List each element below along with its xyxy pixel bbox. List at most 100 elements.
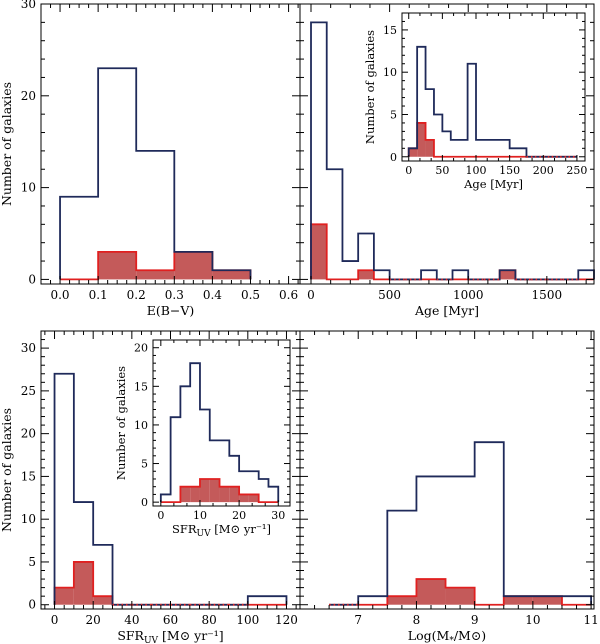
plot-area bbox=[41, 4, 300, 284]
y-tick-label: 5 bbox=[141, 458, 148, 471]
bar-subsample bbox=[209, 478, 220, 503]
x-axis-label-sub: UV bbox=[197, 529, 212, 539]
x-tick-label: 100 bbox=[466, 164, 487, 177]
x-tick-label: 0 bbox=[405, 164, 412, 177]
panel-age-inset: 0 50 100 150 200 250 0 5 10 15 Age [Myr] Number of … bbox=[363, 12, 587, 191]
plot-area bbox=[153, 340, 290, 506]
x-tick-label: 0.1 bbox=[89, 288, 108, 302]
x-axis-label: Log(M*/M⊙) bbox=[408, 628, 486, 644]
series-line-all bbox=[159, 362, 280, 503]
x-axis-label-main: Log(M bbox=[408, 628, 450, 643]
y-tick-label: 15 bbox=[21, 469, 36, 483]
series-line-subsample bbox=[160, 478, 279, 504]
bar-subsample bbox=[73, 561, 94, 605]
x-tick-label: 0.6 bbox=[279, 288, 298, 302]
axes-frame bbox=[299, 330, 595, 610]
x-tick-label: 20 bbox=[86, 613, 101, 627]
y-tick-label: 20 bbox=[134, 342, 148, 355]
x-axis-label-main: SFR bbox=[117, 628, 144, 643]
y-tick-label: 15 bbox=[383, 24, 397, 37]
y-tick-label: 5 bbox=[390, 108, 397, 121]
x-axis-label-sub: * bbox=[449, 636, 454, 644]
x-tick-label: 50 bbox=[435, 164, 449, 177]
x-tick-label: 0 bbox=[51, 613, 59, 627]
y-axis-label: Number of galaxies bbox=[363, 30, 377, 144]
x-tick-label: 0.2 bbox=[127, 288, 146, 302]
bar-subsample bbox=[54, 587, 74, 605]
bar-subsample bbox=[532, 596, 562, 605]
axes-frame bbox=[299, 3, 595, 285]
x-tick-label: 100 bbox=[236, 613, 259, 627]
x-axis-label-unit: [M⊙ yr⁻¹] bbox=[158, 628, 224, 643]
y-tick-label: 0 bbox=[28, 272, 36, 286]
bar-subsample bbox=[219, 486, 230, 503]
y-tick-label: 10 bbox=[134, 419, 148, 432]
x-tick-label: 1000 bbox=[453, 288, 484, 302]
x-tick-label: 7 bbox=[354, 613, 362, 627]
x-tick-label: 150 bbox=[499, 164, 520, 177]
x-tick-label: 0 bbox=[307, 288, 315, 302]
x-axis-label: Age [Myr] bbox=[463, 177, 523, 191]
x-tick-label: 0.5 bbox=[241, 288, 260, 302]
x-tick-label: 0.4 bbox=[203, 288, 222, 302]
y-tick-label: 30 bbox=[21, 0, 36, 11]
x-tick-label: 10 bbox=[525, 613, 540, 627]
bar-subsample bbox=[229, 486, 240, 503]
bar-subsample bbox=[239, 494, 249, 503]
panel-mass: 7 8 9 10 11 Log(M*/M⊙) bbox=[299, 330, 599, 644]
x-axis-label: SFRUV [M⊙ yr⁻¹] bbox=[172, 522, 271, 539]
bar-subsample bbox=[416, 579, 446, 605]
y-tick-label: 25 bbox=[21, 384, 36, 398]
x-axis-label-unit: /M⊙) bbox=[454, 628, 486, 643]
x-axis-label: SFRUV [M⊙ yr⁻¹] bbox=[117, 628, 223, 644]
bar-subsample bbox=[212, 270, 251, 280]
x-tick-label: 40 bbox=[124, 613, 139, 627]
x-tick-label: 500 bbox=[378, 288, 401, 302]
x-tick-label: 20 bbox=[232, 509, 246, 522]
y-tick-label: 20 bbox=[21, 89, 36, 103]
x-axis-label-sub: UV bbox=[144, 636, 159, 644]
y-tick-label: 0 bbox=[141, 496, 148, 509]
axes-frame bbox=[152, 339, 291, 507]
bar-subsample bbox=[199, 478, 210, 503]
bar-subsample bbox=[180, 486, 191, 503]
x-tick-label: 8 bbox=[413, 613, 421, 627]
x-tick-label: 30 bbox=[271, 509, 285, 522]
bar-subsample bbox=[311, 224, 327, 280]
bar-subsample bbox=[136, 270, 175, 280]
series-line-all bbox=[59, 67, 252, 280]
y-tick-label: 20 bbox=[21, 427, 36, 441]
x-tick-label: 9 bbox=[471, 613, 479, 627]
y-tick-label: 10 bbox=[383, 66, 397, 79]
y-tick-label: 10 bbox=[21, 181, 36, 195]
axes-frame bbox=[401, 12, 586, 162]
bar-subsample bbox=[445, 587, 475, 605]
bar-subsample bbox=[98, 251, 137, 280]
bar-subsample bbox=[248, 494, 259, 503]
bar-subsample bbox=[387, 596, 417, 605]
y-tick-label: 0 bbox=[28, 598, 36, 612]
x-tick-label: 0.3 bbox=[165, 288, 184, 302]
x-tick-label: 10 bbox=[193, 509, 207, 522]
x-tick-label: 11 bbox=[583, 613, 598, 627]
y-tick-label: 30 bbox=[21, 341, 36, 355]
y-tick-label: 5 bbox=[28, 555, 36, 569]
y-tick-label: 0 bbox=[390, 151, 397, 164]
bar-subsample bbox=[417, 122, 426, 157]
x-axis-label: E(B−V) bbox=[147, 303, 195, 318]
plot-area bbox=[300, 331, 594, 609]
x-tick-label: 200 bbox=[533, 164, 554, 177]
y-axis-label: Number of galaxies bbox=[0, 408, 14, 532]
y-axis-label: Number of galaxies bbox=[0, 82, 14, 206]
bar-subsample bbox=[174, 251, 213, 280]
panel-ebv: 0.0 0.1 0.2 0.3 0.4 0.5 0.6 0 10 20 30 E(B−V) Number… bbox=[0, 0, 301, 318]
y-tick-label: 10 bbox=[21, 512, 36, 526]
y-axis-label: Number of galaxies bbox=[114, 366, 128, 480]
bar-subsample bbox=[408, 148, 418, 157]
bar-subsample bbox=[93, 596, 113, 605]
y-tick-label: 15 bbox=[134, 380, 148, 393]
x-tick-label: 0.0 bbox=[50, 288, 69, 302]
x-tick-label: 80 bbox=[202, 613, 217, 627]
